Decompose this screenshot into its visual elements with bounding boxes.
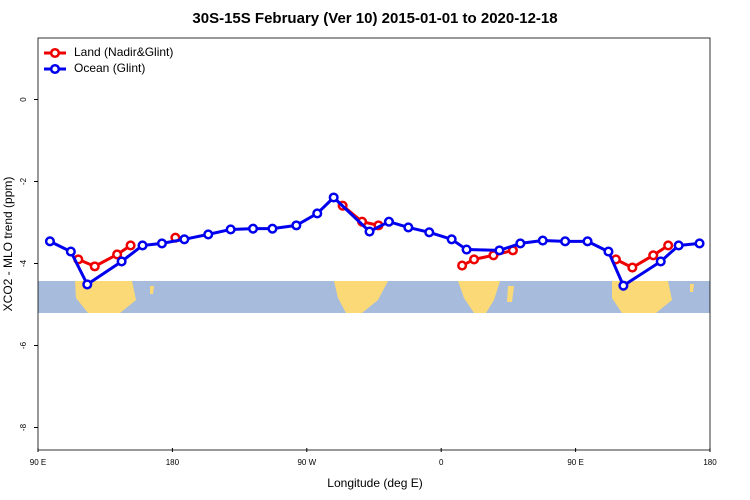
data-point [694,238,705,249]
data-point [663,240,674,251]
x-tick-label: 180 [703,458,717,467]
data-point [494,245,505,256]
plot-frame [37,37,711,451]
data-point [403,222,414,233]
legend-marker [49,47,61,59]
legend-marker [49,63,61,75]
x-tick-label: 90 E [30,458,46,467]
data-point [247,223,259,234]
data-point [112,249,123,260]
data-point [89,261,100,272]
data-point [328,192,339,203]
map-strip [38,281,710,313]
data-point [225,224,236,235]
y-axis-label: XCO2 - MLO trend (ppm) [1,177,15,312]
data-point [383,216,394,227]
y-tick-label: -2 [19,177,28,185]
chart-title: 30S-15S February (Ver 10) 2015-01-01 to … [192,10,557,27]
data-point [515,238,526,249]
data-point [560,236,571,247]
data-point [65,246,76,257]
data-point [618,280,629,291]
data-point [446,234,457,245]
data-point [648,250,659,261]
series-line [77,204,670,270]
data-point [627,262,638,273]
x-tick-label: 180 [166,458,180,467]
legend-label: Ocean (Glint) [74,61,145,75]
data-point [179,234,190,245]
series-line [49,195,700,288]
data-point [469,254,480,265]
x-tick-label: 90 W [297,458,316,467]
data-point [137,240,148,251]
y-tick-label: -6 [19,341,28,349]
y-tick-label: -4 [19,259,28,267]
data-point [203,229,214,240]
data-point [603,246,614,257]
x-axis-label: Longitude (deg E) [327,476,422,490]
data-point [116,256,127,267]
data-point [291,220,302,231]
x-tick-label: 90 E [567,458,583,467]
x-tick-label: 0 [439,458,444,467]
data-point [655,256,666,267]
data-point [364,226,375,237]
data-point [424,227,435,238]
data-point [461,244,472,255]
y-tick-label: 0 [19,97,28,102]
data-point [44,236,55,247]
data-point [673,240,684,251]
data-point [267,223,278,234]
data-point [582,236,593,247]
data-point [312,208,323,219]
data-point [537,235,548,246]
legend-label: Land (Nadir&Glint) [74,45,173,59]
y-tick-label: -8 [19,423,28,431]
data-point [82,279,93,290]
data-point [457,260,468,271]
data-point [125,240,136,251]
data-point [156,238,167,249]
